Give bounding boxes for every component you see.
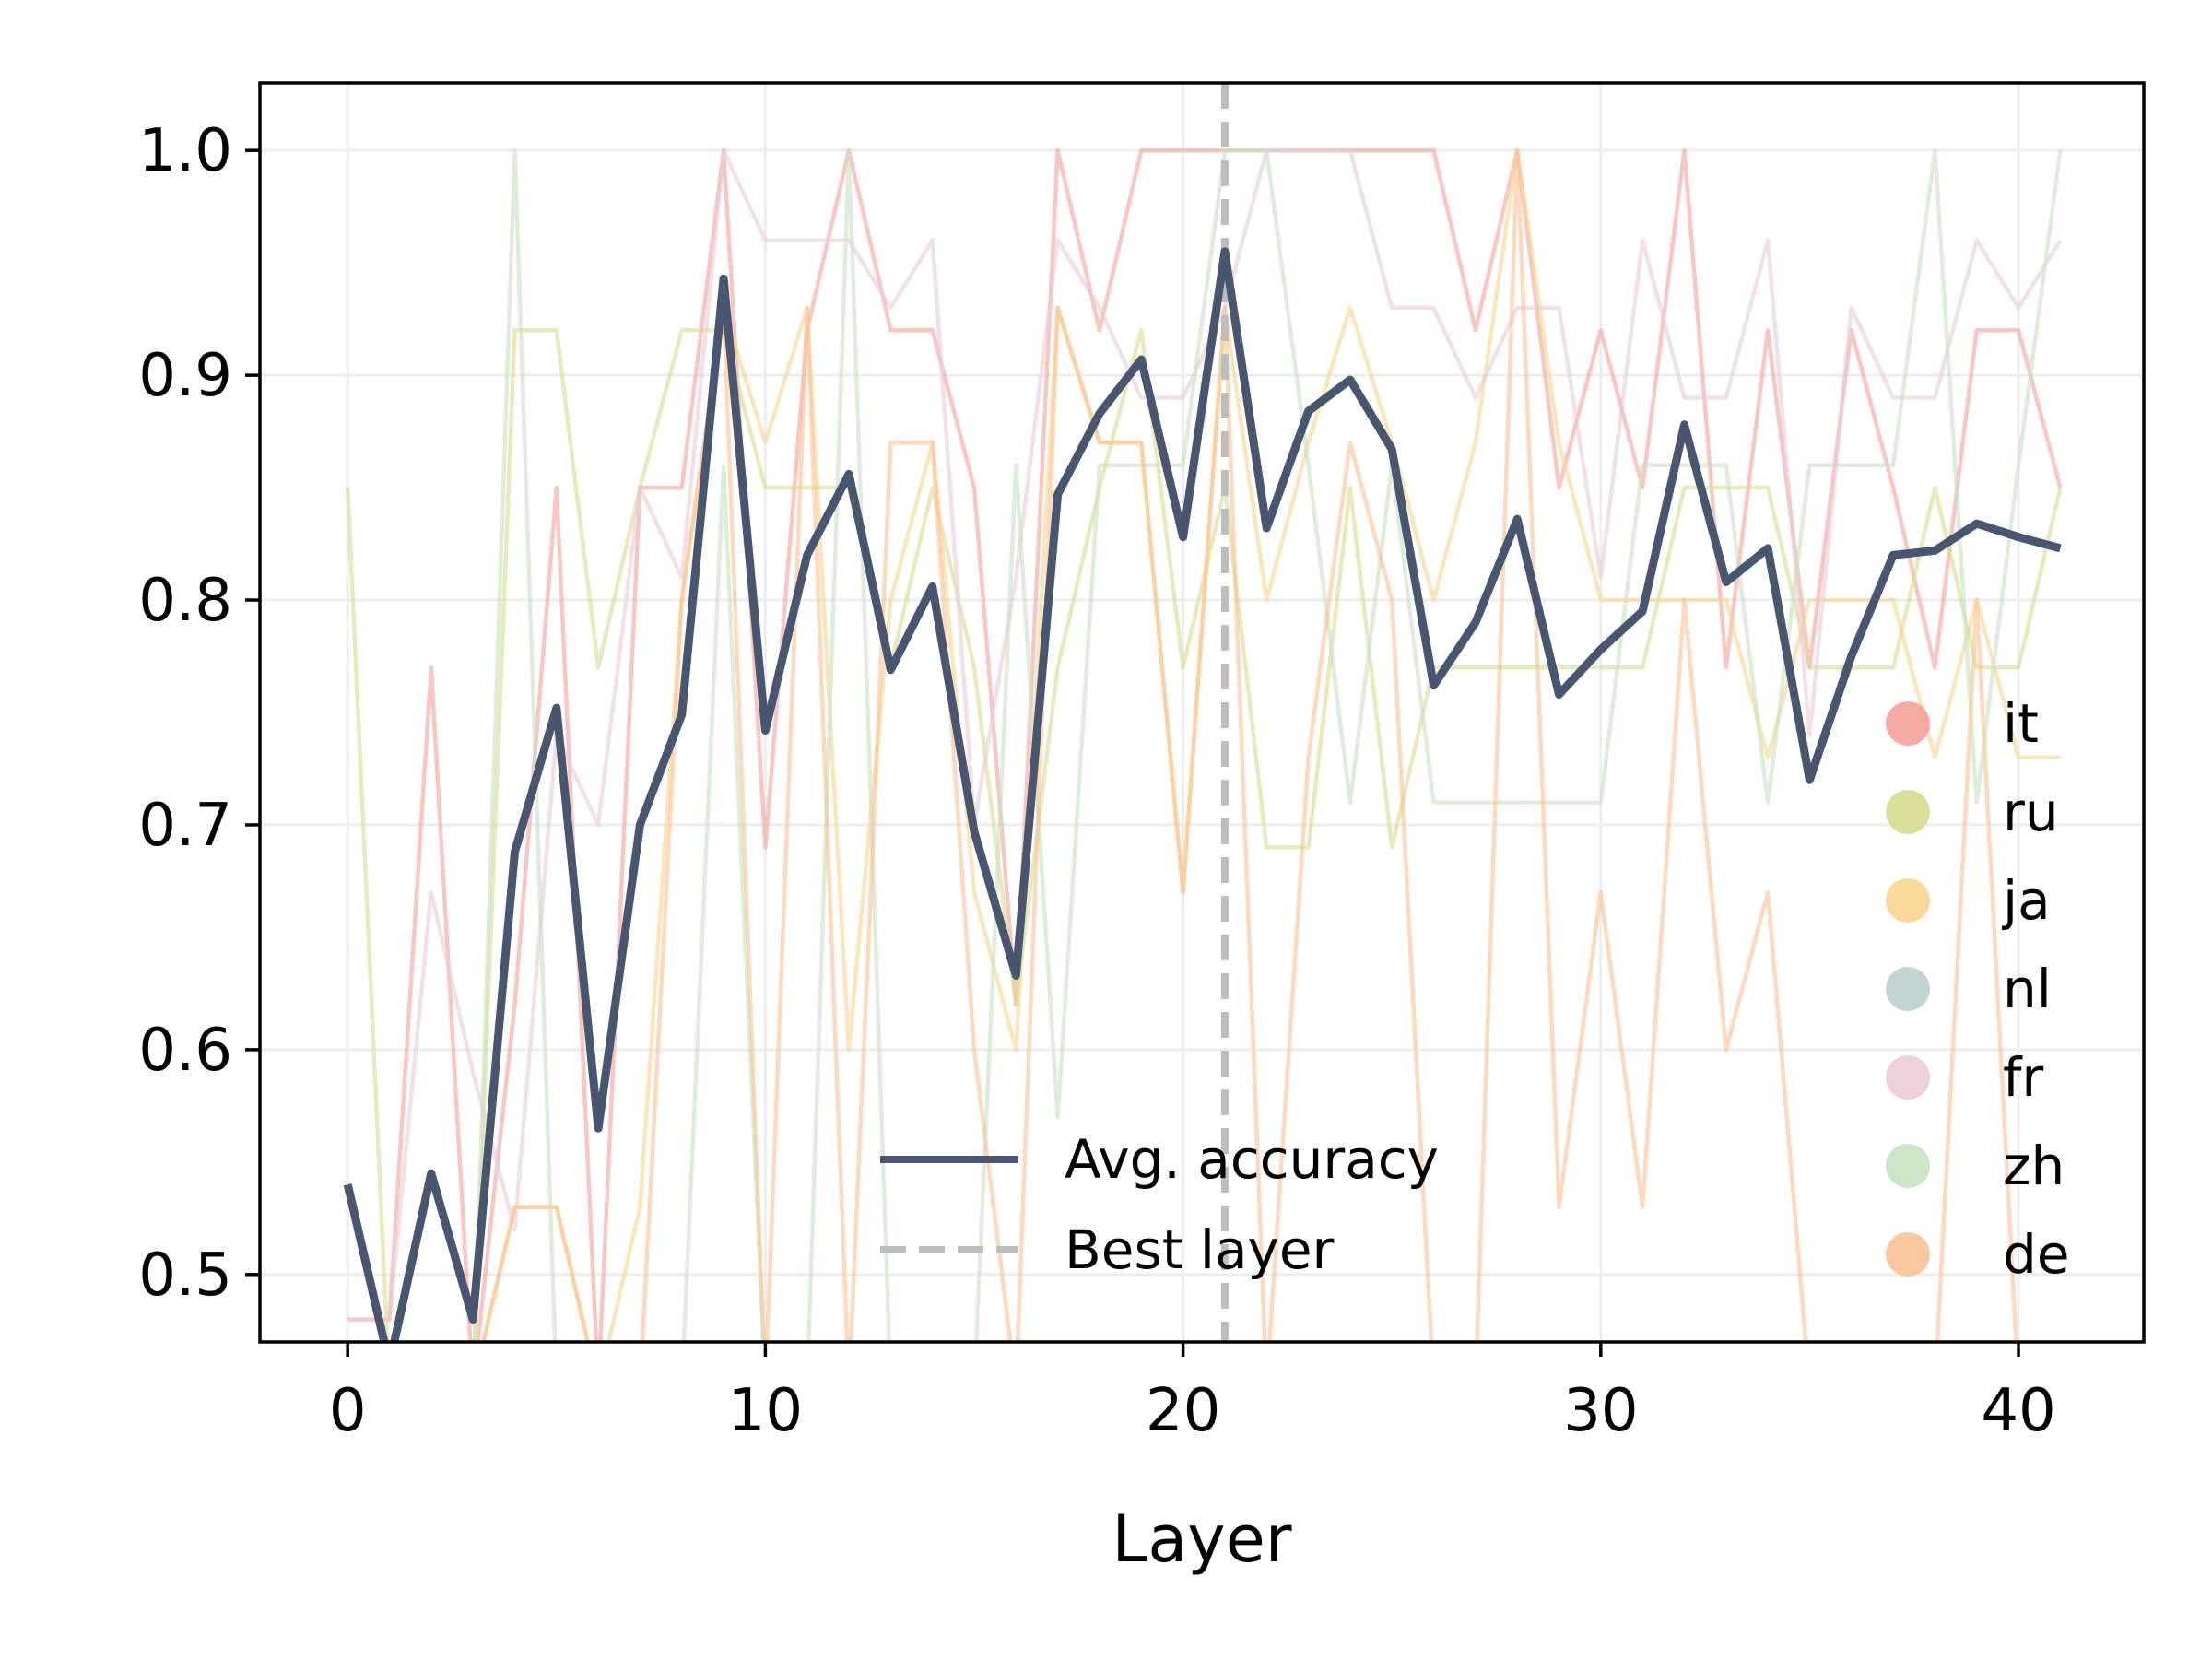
legend-marker-nl: [1886, 967, 1930, 1011]
plot-border: [258, 81, 2146, 1344]
series-lines: [343, 83, 2063, 1342]
legend-marker-fr: [1886, 1055, 1930, 1100]
x-tick-label: 10: [728, 1377, 803, 1445]
y-tick-label: 0.7: [138, 792, 232, 860]
x-axis-label: Layer: [1112, 1501, 1291, 1577]
y-tick-label: 0.8: [138, 567, 232, 635]
legend-marker-ja: [1886, 878, 1930, 923]
legend-label-fr: fr: [2003, 1046, 2043, 1109]
x-tick-label: 20: [1146, 1377, 1220, 1445]
series-line-zh: [472, 147, 2063, 1342]
legend-marker-ru: [1886, 790, 1930, 834]
x-tick-label: 30: [1563, 1377, 1638, 1445]
legend-languages: it ru ja nl fr zh de: [1886, 692, 2070, 1286]
axis-ticks: 0.5 0.6 0.7 0.8 0.9 1.0 0 10 20 30 40: [138, 117, 2056, 1445]
y-tick-label: 0.6: [138, 1017, 232, 1085]
y-tick-label: 0.5: [138, 1241, 232, 1310]
legend-marker-de: [1886, 1232, 1930, 1277]
y-tick-label: 0.9: [138, 342, 232, 410]
legend-best-label: Best layer: [1065, 1218, 1335, 1281]
series-line-fr: [347, 147, 2063, 1322]
legend-label-ru: ru: [2003, 781, 2059, 843]
y-tick-label: 1.0: [138, 117, 232, 185]
legend-marker-zh: [1886, 1144, 1930, 1188]
x-tick-label: 0: [329, 1377, 367, 1445]
legend-label-zh: zh: [2003, 1135, 2065, 1197]
legends: Avg. accuracy Best layer it ru ja nl fr zh de: [880, 692, 2070, 1286]
plot-frame: [258, 81, 2146, 1344]
series-line-it: [347, 147, 2063, 1342]
legend-label-it: it: [2003, 692, 2039, 755]
series-line-avg-accuracy: [343, 247, 2062, 1342]
x-tick-label: 40: [1981, 1377, 2055, 1445]
legend-marker-it: [1886, 701, 1930, 746]
legend-label-de: de: [2003, 1223, 2070, 1286]
legend-label-nl: nl: [2003, 958, 2052, 1020]
legend-avg-label: Avg. accuracy: [1065, 1128, 1439, 1191]
legend-summary: Avg. accuracy Best layer: [880, 1128, 1439, 1281]
series-line-de: [481, 147, 2018, 1342]
legend-label-ja: ja: [2001, 869, 2051, 932]
